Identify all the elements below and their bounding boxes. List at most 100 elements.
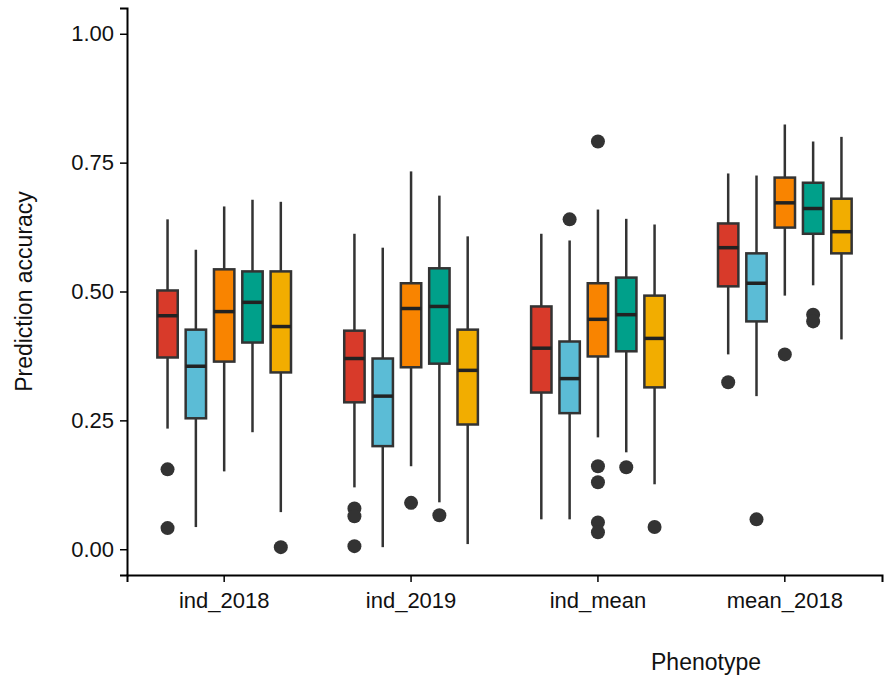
median [644, 337, 664, 341]
upper-whisker [755, 176, 758, 254]
box [373, 359, 393, 447]
median [559, 377, 579, 381]
chart: 0.00 0.25 0.50 0.75 1.00 ind_2018 ind_2019 ind_… [0, 0, 890, 689]
lower-whisker [166, 357, 169, 428]
median [242, 301, 262, 305]
y-axis-title: Prediction accuracy [11, 191, 37, 392]
y-tick: 0.00 [71, 537, 127, 562]
y-tick-mark [120, 34, 127, 36]
lower-whisker [195, 418, 198, 527]
lower-whisker [280, 372, 283, 512]
x-axis-line [128, 576, 883, 583]
lower-whisker [784, 228, 787, 296]
box [746, 253, 766, 321]
box [457, 330, 477, 425]
x-tick: ind_mean [550, 575, 647, 613]
y-tick-mark [120, 420, 127, 422]
box-plot [429, 196, 449, 523]
y-tick: 0.25 [71, 408, 127, 433]
box-plot [746, 176, 766, 527]
box-plot [644, 224, 664, 534]
x-tick-mark [410, 575, 412, 582]
y-tick: 1.00 [71, 21, 127, 46]
upper-whisker [223, 206, 226, 269]
upper-whisker [381, 248, 384, 359]
box [588, 283, 608, 356]
box [531, 306, 551, 392]
outlier [591, 135, 605, 149]
median [344, 357, 364, 361]
box-plot [271, 202, 291, 554]
median [746, 282, 766, 286]
outlier [750, 512, 764, 526]
median [775, 201, 795, 205]
box [214, 269, 234, 361]
box-plot [186, 250, 206, 527]
box-plot [401, 171, 421, 509]
lower-whisker [466, 424, 469, 544]
box [718, 223, 738, 286]
box-plot [831, 137, 851, 340]
box-plot [214, 206, 234, 471]
box-plot [588, 135, 608, 540]
y-tick-mark [120, 549, 127, 551]
x-tick: mean_2018 [727, 575, 843, 613]
lower-whisker [381, 446, 384, 547]
median [616, 313, 636, 317]
outlier [778, 347, 792, 361]
y-axis: 0.00 0.25 0.50 0.75 1.00 [71, 9, 127, 576]
box-plot [616, 219, 636, 474]
outlier [648, 520, 662, 534]
lower-whisker [653, 387, 656, 484]
y-tick-label: 0.50 [71, 279, 114, 304]
upper-whisker [625, 219, 628, 278]
upper-whisker [597, 210, 600, 284]
outlier [347, 539, 361, 553]
upper-whisker [540, 234, 543, 307]
upper-whisker [438, 196, 441, 269]
box [157, 290, 177, 357]
lower-whisker [438, 364, 441, 503]
outlier [404, 496, 418, 510]
upper-whisker [195, 250, 198, 330]
y-tick-label: 0.75 [71, 150, 114, 175]
outlier [161, 521, 175, 535]
median [457, 369, 477, 373]
median [803, 207, 823, 211]
lower-whisker [727, 286, 730, 354]
x-tick-mark [597, 575, 599, 582]
median [429, 305, 449, 309]
boxes [157, 124, 851, 554]
lower-whisker [568, 413, 571, 519]
y-tick-label: 0.00 [71, 537, 114, 562]
upper-whisker [727, 173, 730, 223]
x-tick: ind_2018 [179, 575, 270, 613]
median [718, 246, 738, 250]
x-tick-label: mean_2018 [727, 588, 843, 613]
median [831, 230, 851, 234]
box-plot [775, 124, 795, 361]
box-plot [373, 248, 393, 547]
box [616, 278, 636, 352]
outlier [619, 460, 633, 474]
upper-whisker [353, 234, 356, 331]
outlier [806, 314, 820, 328]
box [344, 331, 364, 403]
box-plot [531, 234, 551, 520]
box-plot [344, 234, 364, 553]
box [242, 271, 262, 342]
lower-whisker [540, 393, 543, 520]
x-tick-label: ind_2018 [179, 588, 270, 613]
box-plot [718, 173, 738, 389]
outlier [161, 462, 175, 476]
x-tick: ind_2019 [366, 575, 457, 613]
box [429, 268, 449, 363]
y-tick-label: 0.25 [71, 408, 114, 433]
y-tick: 0.50 [71, 279, 127, 304]
upper-whisker [812, 142, 815, 183]
outlier [563, 212, 577, 226]
upper-whisker [251, 200, 254, 272]
median [157, 314, 177, 318]
box-plot [559, 212, 579, 519]
upper-whisker [410, 171, 413, 283]
